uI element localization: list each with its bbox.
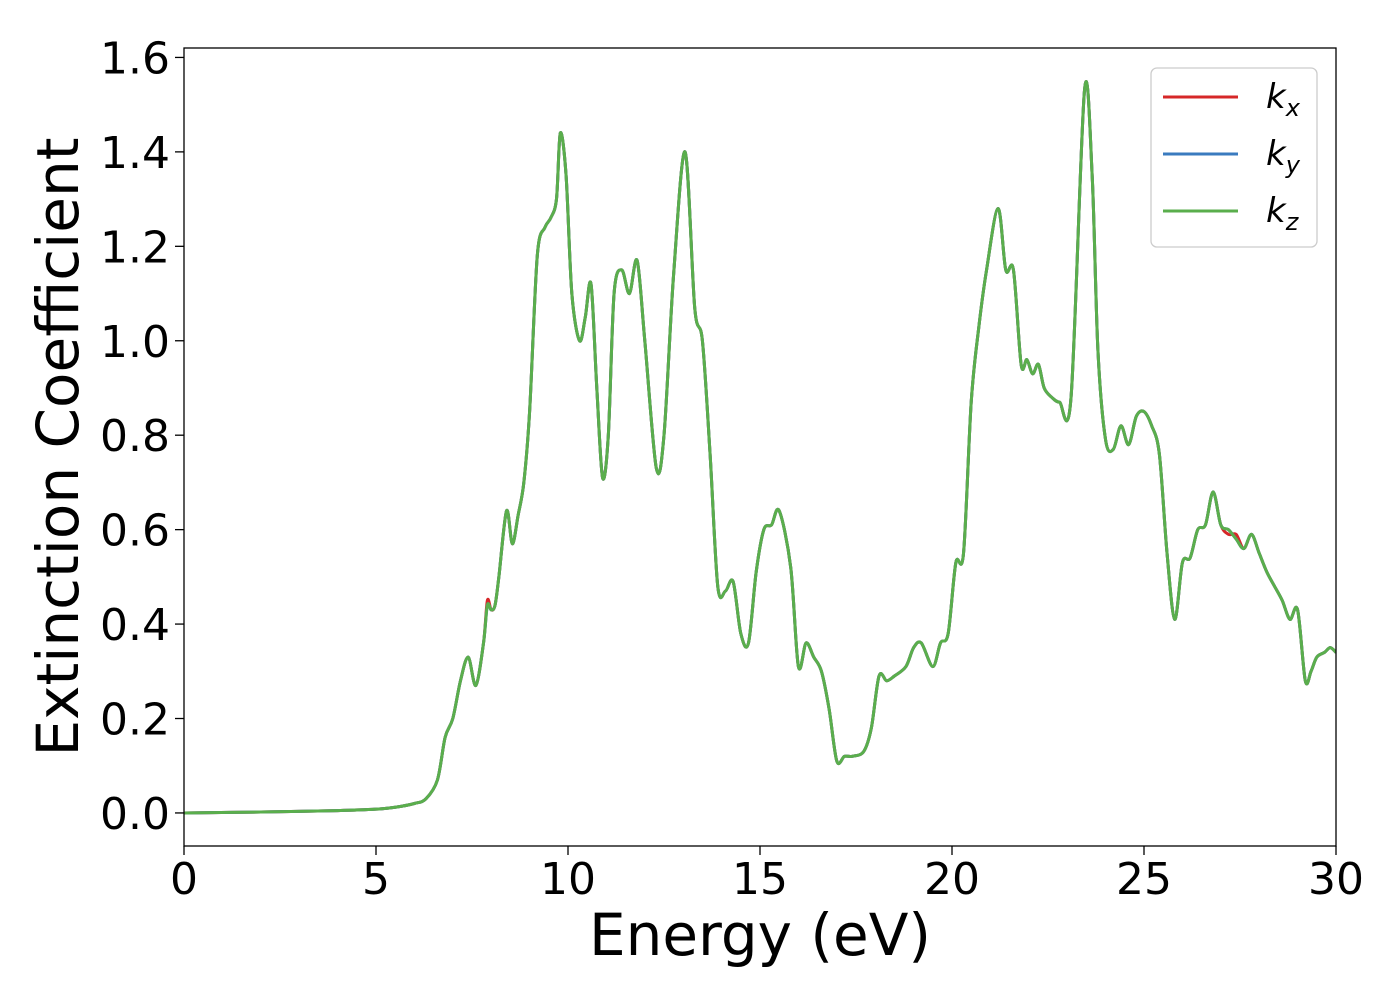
- series-line-kz: [184, 80, 1336, 815]
- y-tick-label: 0.6: [100, 506, 170, 557]
- x-axis-label: Energy (eV): [589, 901, 931, 969]
- x-tick-label: 30: [1308, 854, 1364, 905]
- y-axis: 0.0 0.2 0.4 0.6 0.8 1.0 1.2 1.4 1.6: [100, 33, 184, 840]
- x-tick-label: 10: [540, 854, 596, 905]
- legend-label-kx: kx: [1266, 77, 1301, 122]
- x-tick-label: 25: [1116, 854, 1172, 905]
- x-tick-label: 20: [924, 854, 980, 905]
- series-layer: [184, 80, 1336, 815]
- y-tick-label: 1.4: [100, 128, 170, 179]
- legend-label-ky: ky: [1266, 134, 1301, 179]
- y-tick-label: 1.6: [100, 33, 170, 84]
- legend-box: [1150, 67, 1318, 248]
- x-tick-label: 5: [362, 854, 390, 905]
- y-tick-label: 1.2: [100, 222, 170, 273]
- y-axis-label: Extinction Coefficient: [24, 138, 92, 757]
- legend: kx ky kz: [1150, 67, 1318, 248]
- x-tick-label: 15: [732, 854, 788, 905]
- y-tick-label: 0.8: [100, 411, 170, 462]
- x-axis: 0 5 10 15 20 25 30: [170, 846, 1364, 905]
- x-tick-label: 0: [170, 854, 198, 905]
- y-tick-label: 1.0: [100, 317, 170, 368]
- legend-label-kz: kz: [1266, 191, 1300, 236]
- y-tick-label: 0.4: [100, 600, 170, 651]
- y-tick-label: 0.0: [100, 789, 170, 840]
- y-tick-label: 0.2: [100, 695, 170, 746]
